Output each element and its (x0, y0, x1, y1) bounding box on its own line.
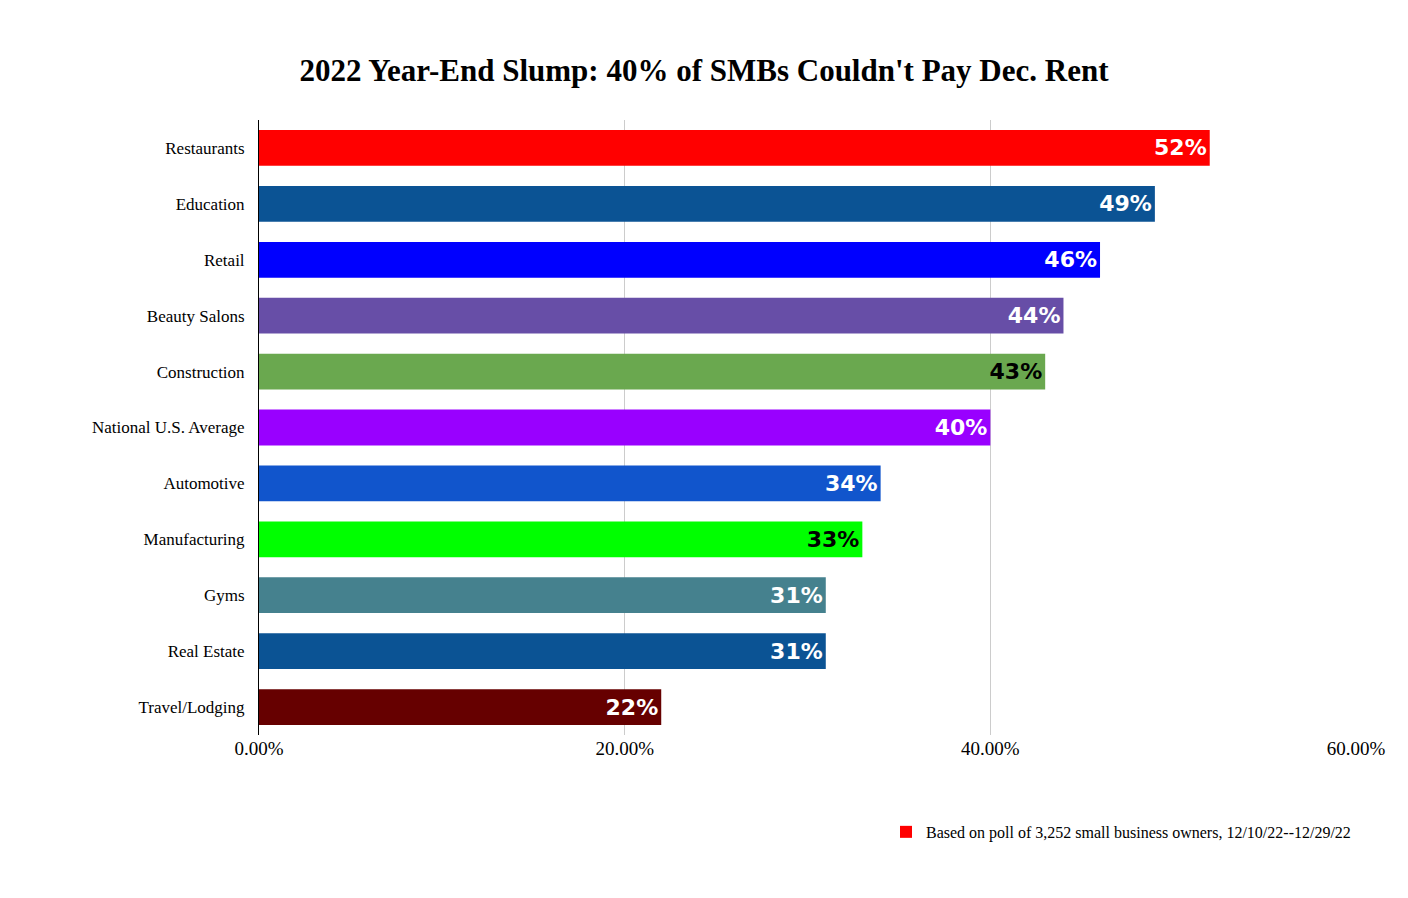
svg-text:Construction: Construction (157, 363, 245, 382)
svg-text:Travel/Lodging: Travel/Lodging (139, 698, 246, 717)
svg-text:60.00%: 60.00% (1327, 738, 1386, 759)
svg-text:40%: 40% (935, 415, 988, 440)
svg-text:Gyms: Gyms (204, 586, 245, 605)
svg-text:46%: 46% (1044, 247, 1097, 272)
svg-text:49%: 49% (1099, 191, 1152, 216)
svg-text:31%: 31% (770, 583, 823, 608)
svg-text:34%: 34% (825, 471, 878, 496)
svg-text:Retail: Retail (204, 251, 245, 270)
svg-text:National U.S. Average: National U.S. Average (92, 418, 245, 437)
svg-text:Beauty Salons: Beauty Salons (147, 307, 245, 326)
svg-text:Education: Education (176, 195, 245, 214)
svg-text:20.00%: 20.00% (595, 738, 654, 759)
svg-text:0.00%: 0.00% (234, 738, 283, 759)
svg-text:Restaurants: Restaurants (165, 139, 244, 158)
svg-text:31%: 31% (770, 639, 823, 664)
svg-text:33%: 33% (807, 527, 860, 552)
svg-text:Manufacturing: Manufacturing (144, 530, 246, 549)
svg-text:52%: 52% (1154, 135, 1207, 160)
svg-text:Automotive: Automotive (163, 474, 244, 493)
svg-text:44%: 44% (1008, 303, 1061, 328)
svg-text:2022 Year-End Slump: 40% of SM: 2022 Year-End Slump: 40% of SMBs Couldn'… (300, 53, 1110, 88)
svg-text:Based on poll of 3,252 small b: Based on poll of 3,252 small business ow… (926, 824, 1351, 842)
svg-text:40.00%: 40.00% (961, 738, 1020, 759)
svg-text:Real Estate: Real Estate (168, 642, 245, 661)
svg-text:22%: 22% (606, 695, 659, 720)
svg-text:43%: 43% (990, 359, 1043, 384)
